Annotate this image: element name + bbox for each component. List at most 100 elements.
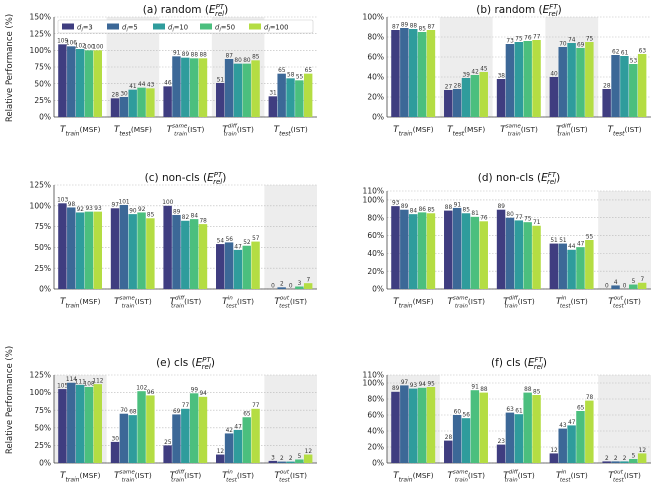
- bar-value-label: 5: [298, 454, 302, 460]
- bar: [67, 207, 76, 289]
- bar-value-label: 56: [463, 413, 471, 419]
- bar: [452, 207, 462, 289]
- bar: [84, 386, 94, 463]
- legend-item: dl=3: [62, 23, 93, 33]
- bar: [567, 425, 576, 463]
- bar-value-label: 65: [278, 68, 286, 74]
- bar-value-label: 91: [454, 202, 462, 208]
- x-tick-label: Ttest(IST): [274, 125, 308, 138]
- y-axis-label: Relative Performance (%): [5, 14, 15, 122]
- panel-title: (a) random (EPT rel): [143, 3, 228, 18]
- bar-value-label: 54: [217, 238, 225, 244]
- bar-value-label: 7: [307, 278, 311, 284]
- y-tick-label: 100%: [363, 379, 384, 388]
- bar: [251, 241, 260, 289]
- x-tick-label: Tdiff train(IST): [503, 296, 535, 310]
- bar: [611, 55, 620, 117]
- bar-value-label: 94: [419, 382, 427, 388]
- bar: [295, 459, 304, 463]
- bar: [224, 242, 234, 289]
- bar: [532, 395, 541, 463]
- bar-value-label: 56: [226, 237, 234, 243]
- bar: [514, 220, 524, 289]
- bar-value-label: 112: [92, 379, 103, 385]
- bar-value-label: 78: [199, 219, 207, 225]
- bar: [452, 89, 462, 117]
- x-tick-label: Ttrain(MSF): [393, 125, 434, 138]
- bar-value-label: 69: [577, 42, 585, 48]
- bar: [163, 205, 172, 289]
- x-tick-label: Ttest(MSF): [114, 125, 152, 138]
- bar-value-label: 81: [471, 211, 479, 217]
- bar: [549, 453, 559, 463]
- bar: [295, 80, 304, 117]
- bar-value-label: 89: [401, 22, 409, 28]
- bar: [251, 408, 260, 463]
- bar: [286, 78, 295, 117]
- y-tick-label: 150%: [30, 13, 51, 22]
- bar-value-label: 82: [182, 215, 190, 221]
- bar-value-label: 65: [577, 405, 585, 411]
- y-tick-label: 125%: [30, 181, 51, 190]
- bar: [75, 384, 85, 463]
- bar-value-label: 5: [632, 279, 636, 285]
- bar-value-label: 77: [533, 34, 541, 40]
- bar-value-label: 85: [147, 213, 155, 219]
- bar: [602, 89, 611, 117]
- bar: [137, 87, 146, 117]
- bar: [181, 408, 190, 463]
- bar-value-label: 31: [269, 91, 277, 97]
- bar-value-label: 47: [568, 420, 576, 426]
- legend-swatch: [153, 23, 165, 30]
- bar: [67, 46, 76, 118]
- y-tick-label: 25%: [34, 441, 51, 450]
- bar-value-label: 88: [410, 23, 418, 29]
- x-tick-label: Tsame train(IST): [114, 470, 152, 484]
- bar-value-label: 47: [577, 242, 585, 248]
- y-tick-label: 75%: [34, 222, 51, 231]
- bar: [444, 210, 453, 289]
- bar-value-label: 61: [515, 409, 523, 415]
- x-tick-label: Tdiff train(IST): [170, 296, 202, 310]
- bar: [576, 247, 585, 289]
- bar: [172, 414, 181, 463]
- bar-value-label: 53: [630, 58, 638, 64]
- shaded-region: [264, 375, 317, 463]
- bar-value-label: 51: [217, 77, 225, 83]
- bar-value-label: 25: [164, 440, 172, 446]
- bar: [277, 287, 286, 289]
- bar-value-label: 74: [568, 37, 576, 43]
- bar: [242, 417, 251, 463]
- bar-value-label: 100: [162, 200, 173, 206]
- x-tick-label: Tout test(IST): [274, 470, 307, 484]
- bar: [417, 212, 427, 289]
- y-tick-label: 0%: [39, 285, 51, 294]
- bar-value-label: 43: [147, 83, 155, 89]
- bar-value-label: 44: [138, 82, 146, 88]
- x-tick-label: Tdiff train(IST): [556, 124, 588, 138]
- bar-value-label: 55: [296, 75, 304, 81]
- y-tick-label: 50%: [34, 243, 51, 252]
- bar-value-label: 89: [498, 204, 506, 210]
- bar-value-label: 80: [243, 58, 251, 64]
- y-tick-label: 80%: [367, 213, 384, 222]
- legend-label: dl=100: [264, 24, 288, 34]
- x-tick-label: Ttrain(MSF): [393, 297, 434, 310]
- bar-value-label: 111: [75, 379, 86, 385]
- bar: [496, 79, 506, 117]
- bar: [391, 391, 400, 463]
- chart-panel-2: 0%20%40%60%80%100%87 89 88 85 87Ttrain(MSF)2…: [363, 3, 651, 138]
- bar: [637, 453, 647, 463]
- legend: dl=3 dl=5 dl=10 dl=50 dl=100: [57, 19, 314, 34]
- y-tick-label: 50%: [34, 423, 51, 432]
- bar: [242, 63, 251, 117]
- bar-value-label: 12: [639, 448, 647, 454]
- bar-value-label: 95: [427, 381, 435, 387]
- y-tick-label: 0%: [372, 285, 384, 294]
- y-tick-label: 100%: [30, 46, 51, 55]
- bar-value-label: 88: [191, 53, 199, 59]
- bar: [58, 44, 67, 118]
- bar-value-label: 51: [559, 238, 567, 244]
- y-tick-label: 80%: [367, 395, 384, 404]
